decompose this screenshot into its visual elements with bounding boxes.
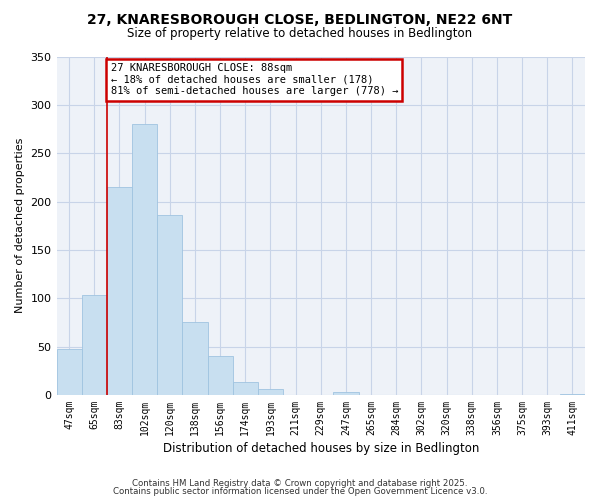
Bar bbox=[56, 348, 82, 395]
Text: 27 KNARESBOROUGH CLOSE: 88sqm
← 18% of detached houses are smaller (178)
81% of : 27 KNARESBOROUGH CLOSE: 88sqm ← 18% of d… bbox=[110, 64, 398, 96]
Bar bbox=[208, 356, 233, 395]
Bar bbox=[82, 296, 107, 395]
Bar bbox=[334, 392, 359, 395]
Bar bbox=[157, 215, 182, 395]
Text: Contains HM Land Registry data © Crown copyright and database right 2025.: Contains HM Land Registry data © Crown c… bbox=[132, 478, 468, 488]
Bar bbox=[233, 382, 258, 395]
Bar bbox=[182, 322, 208, 395]
X-axis label: Distribution of detached houses by size in Bedlington: Distribution of detached houses by size … bbox=[163, 442, 479, 455]
Text: 27, KNARESBOROUGH CLOSE, BEDLINGTON, NE22 6NT: 27, KNARESBOROUGH CLOSE, BEDLINGTON, NE2… bbox=[88, 12, 512, 26]
Bar bbox=[132, 124, 157, 395]
Y-axis label: Number of detached properties: Number of detached properties bbox=[15, 138, 25, 314]
Text: Size of property relative to detached houses in Bedlington: Size of property relative to detached ho… bbox=[127, 28, 473, 40]
Bar bbox=[560, 394, 585, 395]
Text: Contains public sector information licensed under the Open Government Licence v3: Contains public sector information licen… bbox=[113, 487, 487, 496]
Bar bbox=[107, 187, 132, 395]
Bar bbox=[258, 389, 283, 395]
